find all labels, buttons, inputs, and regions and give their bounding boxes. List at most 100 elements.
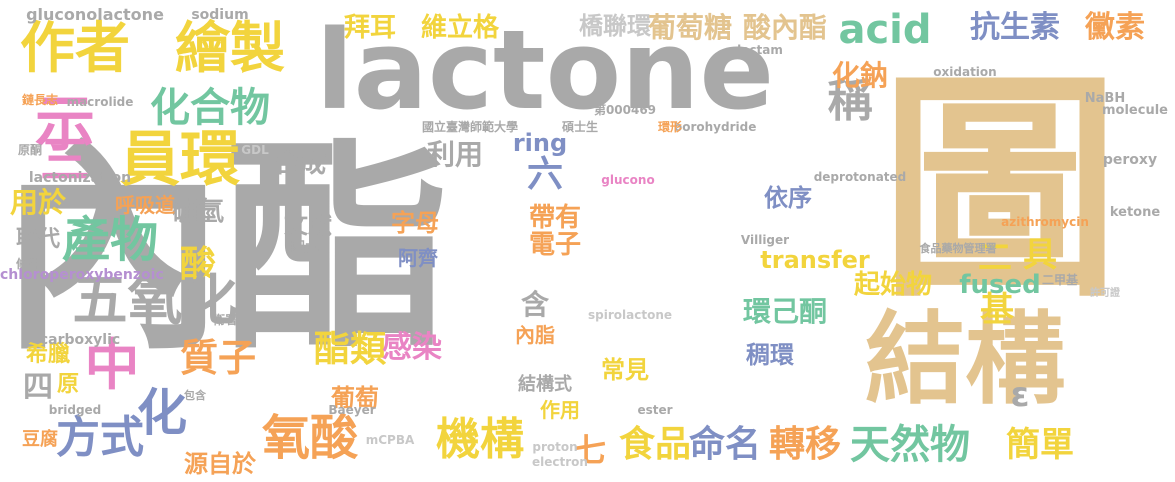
word: 第000469	[593, 103, 657, 117]
word: molecule	[1102, 102, 1168, 118]
word: spirolactone	[588, 308, 672, 322]
word: ring	[512, 129, 568, 157]
word: 三	[40, 131, 90, 189]
word: 二	[978, 238, 1012, 278]
word: 條件	[15, 257, 40, 271]
word: 含	[520, 288, 549, 321]
word: NaBH	[1084, 90, 1126, 106]
word: proton	[532, 440, 578, 454]
word: 機構	[436, 414, 524, 465]
word: 用於	[9, 186, 66, 219]
word: 中	[84, 332, 140, 397]
word: 原酮	[17, 143, 42, 157]
word: GDL	[241, 143, 269, 157]
word: lactam	[737, 43, 783, 57]
word: 豆腐	[22, 429, 58, 450]
word: 常見	[601, 356, 649, 384]
word: 阿齊	[398, 246, 438, 270]
word: 環形	[657, 120, 682, 134]
word: 帶有	[528, 203, 581, 233]
word: gluconolactone	[26, 5, 164, 24]
word: 二甲基	[1041, 273, 1078, 287]
word: sodium	[191, 7, 249, 23]
word: lactone	[315, 6, 775, 134]
word: 簡單	[1006, 425, 1074, 465]
word: 天然物	[850, 422, 970, 468]
word: deprotonated	[813, 170, 907, 184]
word: 作者	[19, 15, 130, 80]
word: 黴素	[1085, 10, 1145, 45]
word: transfer	[760, 246, 870, 274]
word: 源自於	[184, 450, 256, 478]
word: chloroperoxybenzoic	[0, 267, 164, 283]
word: 稱	[827, 73, 873, 127]
word: 酯類	[313, 329, 386, 370]
word: 抗生素	[970, 10, 1060, 45]
word: 六	[526, 154, 563, 195]
word: 依序	[764, 184, 812, 212]
word: 繪製	[174, 15, 285, 80]
word: 氧酸	[261, 410, 358, 466]
word: 基	[980, 290, 1014, 330]
word: oxidation	[933, 65, 997, 79]
word: mCPBA	[365, 433, 415, 447]
word: 橋聯環	[579, 12, 651, 40]
word: 化鈉	[831, 59, 888, 92]
word: 化合物	[150, 85, 270, 131]
word: 食品	[618, 424, 691, 465]
word: 希臘	[25, 342, 70, 367]
word: fused	[959, 270, 1041, 300]
word: 取代	[15, 227, 60, 252]
word: acid	[838, 7, 932, 53]
word: Baeyer	[328, 403, 376, 417]
word: 電子	[528, 230, 581, 260]
word: 硼氫	[171, 197, 224, 227]
word: ester	[637, 403, 673, 417]
word: 四	[23, 370, 53, 405]
word: Villiger	[740, 233, 790, 247]
word: 結構式	[518, 374, 572, 395]
word: 員環	[120, 125, 240, 195]
word: 葡萄糖	[647, 11, 732, 44]
word: carboxylic	[39, 332, 121, 348]
word: electron	[532, 455, 588, 469]
word: ε	[1010, 375, 1030, 415]
word: 方式	[56, 412, 144, 463]
word: 作用	[540, 398, 580, 422]
word: 酸內酯	[742, 11, 827, 44]
word: 食品藥物管理署	[919, 241, 997, 255]
word: 合成	[273, 149, 326, 179]
word: azithromycin	[1001, 215, 1089, 229]
word: 七	[573, 431, 606, 469]
word: 化	[137, 384, 187, 442]
word: bridged	[48, 403, 102, 417]
word: 質子	[179, 336, 256, 380]
word: peroxy	[1102, 152, 1158, 168]
word: 碩士生	[561, 120, 598, 134]
word: 內酯	[0, 118, 450, 381]
word: 產物	[61, 212, 158, 268]
word: 字母	[391, 209, 439, 237]
word: 鏈長志	[21, 93, 58, 107]
word: lactonization	[28, 170, 132, 186]
word: 許可證	[1090, 288, 1120, 299]
word: 呼吸道	[115, 193, 175, 217]
word: 圖九	[291, 240, 319, 256]
word: 五氧化	[72, 267, 238, 332]
word: 文獻	[284, 211, 332, 239]
word: glucono	[601, 173, 655, 187]
word: 內脂	[515, 323, 555, 347]
word: 葡萄	[331, 384, 379, 412]
word: 稠環	[746, 341, 794, 369]
word: 原	[56, 372, 79, 397]
word: borohydride	[673, 120, 757, 134]
word: 酸	[179, 244, 216, 285]
word: 衛署	[212, 313, 237, 327]
word: macrolide	[66, 95, 134, 109]
word: 維立格	[420, 13, 499, 43]
word: 包含	[184, 388, 206, 402]
word: 示	[35, 90, 95, 160]
word: 國立臺灣師範大學	[421, 120, 518, 134]
word: 環己酮	[742, 295, 827, 328]
word: 具	[1023, 235, 1057, 275]
